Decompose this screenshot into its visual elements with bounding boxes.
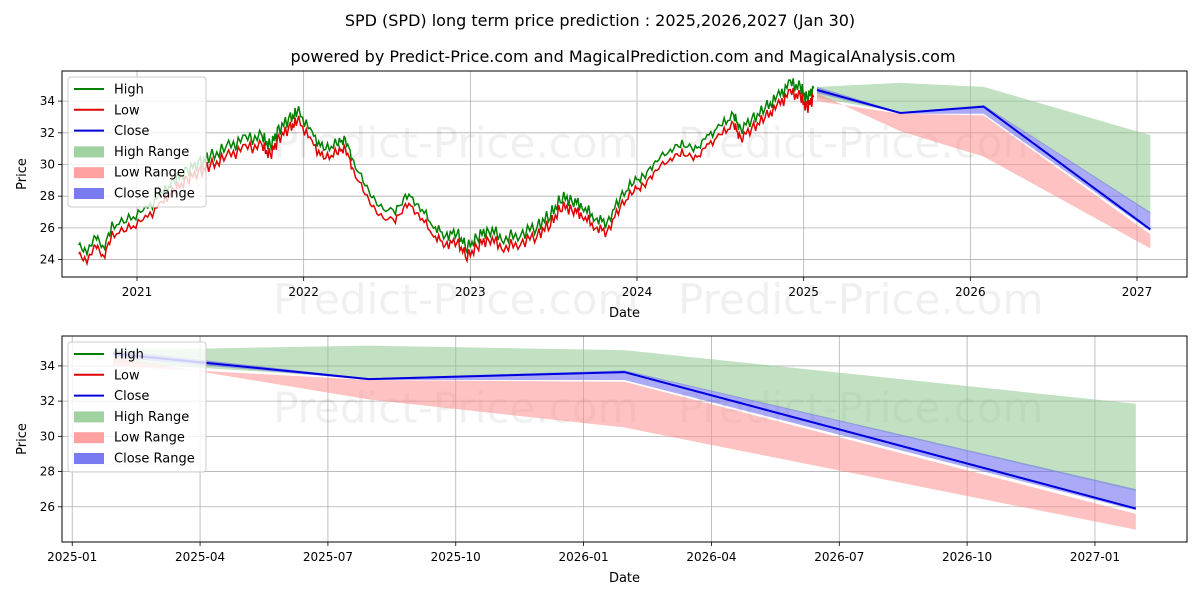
legend-label: High xyxy=(114,83,144,98)
y-tick-label: 32 xyxy=(40,394,55,408)
y-tick-label: 30 xyxy=(40,429,55,443)
plot-area xyxy=(78,78,1151,267)
legend: High Low Close High Range Low Range Close Ran… xyxy=(67,341,207,473)
y-tick-label: 24 xyxy=(40,253,55,267)
legend-label: Close Range xyxy=(114,187,195,202)
chart-subtitle: powered by Predict-Price.com and Magical… xyxy=(290,47,955,66)
legend-label: Low xyxy=(114,368,140,383)
y-tick-label: 30 xyxy=(40,157,55,171)
plot-frame xyxy=(61,70,1188,278)
x-tick-label: 2021 xyxy=(122,285,153,299)
x-tick-label: 2025-04 xyxy=(175,550,225,564)
x-tick-label: 2024 xyxy=(622,285,653,299)
x-tick-label: 2027-01 xyxy=(1070,550,1120,564)
plot-frame xyxy=(61,335,1188,543)
x-tick-label: 2023 xyxy=(455,285,486,299)
chart-title: SPD (SPD) long term price prediction : 2… xyxy=(345,11,855,30)
y-axis-label: Price xyxy=(15,423,30,455)
legend-label: Low Range xyxy=(114,166,185,181)
watermark-text: Predict-Price.com xyxy=(273,275,638,324)
x-tick-label: 2026-10 xyxy=(942,550,992,564)
legend-label: Close xyxy=(114,124,149,139)
low-range-band xyxy=(817,93,1151,249)
close-range-band xyxy=(113,350,1136,511)
legend-label: High Range xyxy=(114,410,189,425)
bottom-plot-panel: 2025-01 2025-04 2025-07 2025-10 2026-01 2026-… xyxy=(15,335,1188,586)
x-tick-label: 2025-01 xyxy=(47,550,97,564)
top-plot-panel: 2021 2022 2023 2024 2025 2026 2027 24 26 28 30 32 34… xyxy=(15,70,1188,324)
y-tick-label: 34 xyxy=(40,94,55,108)
y-axis-label: Price xyxy=(15,158,30,190)
x-axis-label: Date xyxy=(609,571,640,586)
x-tick-label: 2022 xyxy=(288,285,319,299)
y-tick-label: 28 xyxy=(40,465,55,479)
legend-swatch-patch xyxy=(74,146,104,158)
legend-label: Close xyxy=(114,389,149,404)
legend: High Low Close High Range Low Range Close Ran… xyxy=(67,76,207,208)
legend-label: Low xyxy=(114,103,140,118)
y-tick-label: 32 xyxy=(40,126,55,140)
y-tick-label: 28 xyxy=(40,189,55,203)
x-tick-label: 2025-10 xyxy=(431,550,481,564)
y-tick-label: 34 xyxy=(40,359,55,373)
legend-label: Low Range xyxy=(114,431,185,446)
legend-label: High Range xyxy=(114,145,189,160)
x-tick-label: 2025-07 xyxy=(303,550,353,564)
legend-swatch-patch xyxy=(74,167,104,179)
legend-swatch-patch xyxy=(74,188,104,199)
x-tick-label: 2027 xyxy=(1122,285,1153,299)
legend-label: High xyxy=(114,348,144,363)
low-range-band xyxy=(113,357,1136,530)
y-tick-label: 26 xyxy=(40,500,55,514)
high-range-band xyxy=(817,82,1151,214)
legend-swatch-patch xyxy=(74,432,104,444)
plot-area xyxy=(113,345,1137,530)
close-series-line xyxy=(113,352,1137,510)
x-tick-label: 2026-07 xyxy=(814,550,864,564)
x-tick-label: 2025 xyxy=(788,285,819,299)
x-tick-label: 2026-01 xyxy=(559,550,609,564)
y-tick-label: 26 xyxy=(40,221,55,235)
x-tick-label: 2026-04 xyxy=(686,550,736,564)
legend-swatch-patch xyxy=(74,453,104,464)
legend-swatch-patch xyxy=(74,411,104,423)
x-axis-label: Date xyxy=(609,306,640,321)
high-range-band xyxy=(113,345,1136,491)
close-series-line xyxy=(816,89,1151,231)
x-tick-label: 2026 xyxy=(955,285,986,299)
watermark-text: Predict-Price.com xyxy=(678,275,1043,324)
close-range-band xyxy=(817,86,1151,232)
legend-label: Close Range xyxy=(114,452,195,467)
